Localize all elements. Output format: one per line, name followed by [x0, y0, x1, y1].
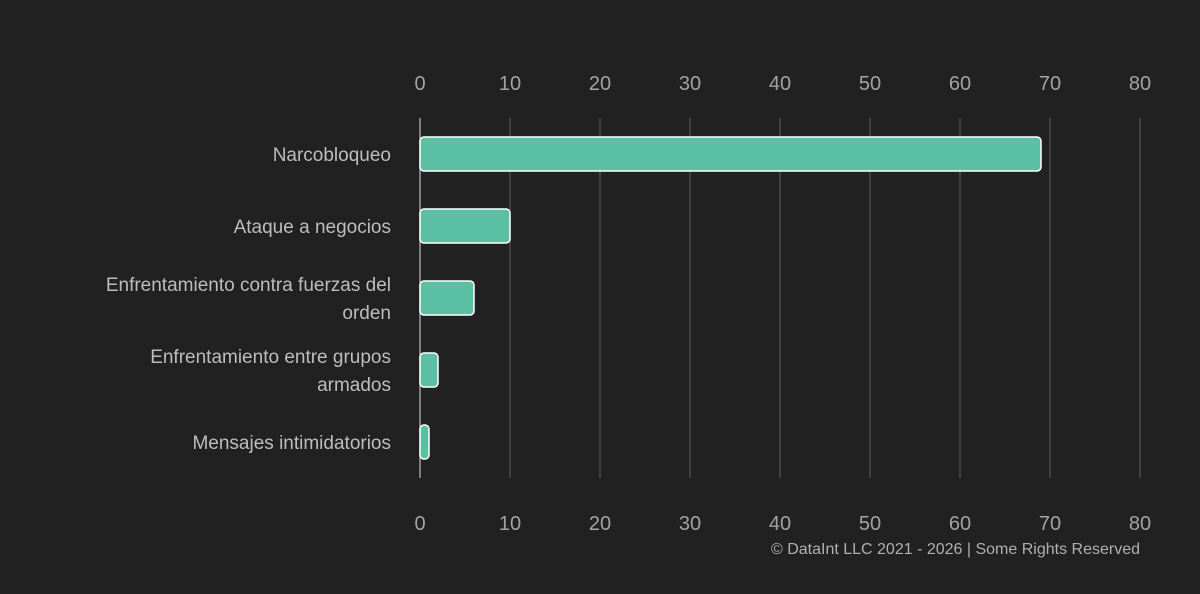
bottom-tick-label: 70: [1039, 513, 1061, 535]
category-label: orden: [342, 303, 391, 324]
grid-lines: [419, 118, 1141, 478]
top-axis-ticks: 0 10 20 30 40 50 60 70 80: [414, 73, 1151, 95]
bar: [419, 136, 1042, 172]
bar: [419, 352, 439, 388]
top-tick-label: 20: [589, 73, 611, 95]
top-tick-label: 10: [499, 73, 521, 95]
category-label: Narcobloqueo: [273, 145, 391, 166]
top-tick-label: 0: [414, 73, 425, 95]
bottom-tick-label: 60: [949, 513, 971, 535]
bar: [419, 280, 475, 316]
bottom-tick-label: 80: [1129, 513, 1151, 535]
category-label: Enfrentamiento entre grupos: [150, 347, 391, 368]
copyright-credit: © DataInt LLC 2021 - 2026 | Some Rights …: [771, 541, 1140, 558]
top-tick-label: 70: [1039, 73, 1061, 95]
bottom-tick-label: 30: [679, 513, 701, 535]
top-tick-label: 30: [679, 73, 701, 95]
bars: [419, 136, 1042, 460]
bottom-tick-label: 0: [414, 513, 425, 535]
bottom-tick-label: 50: [859, 513, 881, 535]
top-tick-label: 80: [1129, 73, 1151, 95]
bar: [419, 424, 430, 460]
top-tick-label: 40: [769, 73, 791, 95]
bottom-tick-label: 10: [499, 513, 521, 535]
category-label: armados: [317, 375, 391, 396]
top-tick-label: 60: [949, 73, 971, 95]
bar: [419, 208, 511, 244]
category-label: Ataque a negocios: [234, 217, 391, 238]
bottom-axis-ticks: 0 10 20 30 40 50 60 70 80: [414, 513, 1151, 535]
bottom-tick-label: 40: [769, 513, 791, 535]
category-labels: Narcobloqueo Ataque a negocios Enfrentamie…: [106, 145, 391, 454]
top-tick-label: 50: [859, 73, 881, 95]
category-label: Mensajes intimidatorios: [192, 433, 391, 454]
category-label: Enfrentamiento contra fuerzas del: [106, 275, 391, 296]
bottom-tick-label: 20: [589, 513, 611, 535]
